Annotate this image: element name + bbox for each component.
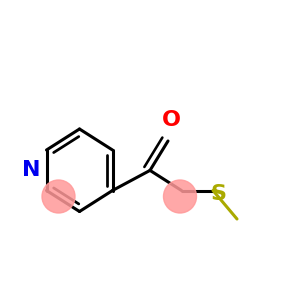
Text: O: O [161,110,181,130]
Circle shape [164,180,196,213]
Text: N: N [22,160,41,180]
Text: S: S [210,184,226,203]
Circle shape [42,180,75,213]
